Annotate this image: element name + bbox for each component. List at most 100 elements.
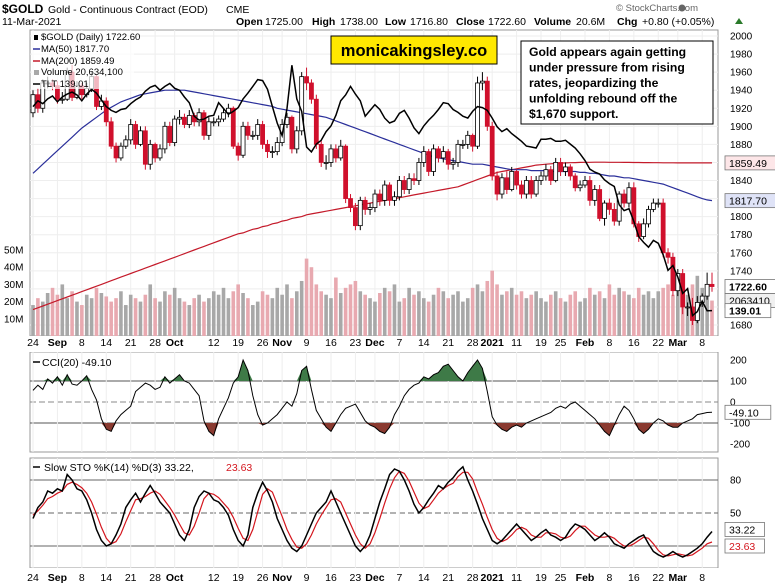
svg-text:Low: Low — [385, 16, 407, 28]
date-tick-label: 28 — [467, 337, 479, 349]
volume-bar — [368, 298, 372, 336]
volume-bar — [597, 291, 602, 336]
volume-bar — [148, 284, 153, 336]
volume-bar — [104, 296, 109, 336]
exchange: CME — [226, 4, 249, 16]
candle-body — [563, 166, 568, 172]
sto-tick-label: 80 — [730, 476, 742, 487]
date-tick-label: 25 — [555, 572, 567, 584]
candle-body — [602, 202, 607, 219]
candle-body — [343, 145, 349, 199]
candle-body — [514, 171, 520, 186]
candle-body — [123, 139, 129, 147]
date-tick-label: 7 — [396, 572, 402, 584]
candle-body — [567, 166, 573, 177]
candle-body — [186, 115, 192, 125]
candle-body — [631, 187, 637, 225]
candle-body — [494, 175, 500, 195]
sto-legend: Slow STO %K(14) %D(3) 33.22, 23.63 — [33, 462, 252, 474]
date-tick-label: 16 — [628, 572, 640, 584]
candle-body — [455, 143, 461, 163]
volume-bar — [524, 298, 529, 336]
date-tick-label: 21 — [125, 337, 137, 349]
volume-bar — [40, 301, 45, 336]
volume-bar — [133, 298, 138, 336]
volume-bar — [236, 284, 240, 336]
date-tick-label: 19 — [535, 337, 547, 349]
volume-bar — [588, 287, 592, 336]
cci-value-badge: -49.10 — [729, 407, 759, 419]
candle-body — [528, 180, 534, 195]
volume-bar — [50, 287, 55, 336]
volume-bar — [558, 298, 563, 336]
candle-body — [128, 124, 134, 141]
volume-bar — [80, 305, 84, 336]
date-tick-label: 12 — [208, 337, 220, 349]
watermark: monicakingsley.co — [341, 42, 487, 60]
date-tick-label: 14 — [418, 572, 430, 584]
volume-bar — [470, 287, 475, 336]
volume-bar — [324, 294, 328, 336]
candle-body — [157, 148, 163, 159]
copyright: © StockCharts.com — [616, 3, 698, 14]
date-tick-label: Feb — [576, 337, 595, 349]
volume-bar — [138, 301, 143, 336]
cci-tick-label: 0 — [730, 398, 736, 409]
date-tick-label: Mar — [668, 572, 687, 584]
candle-body — [519, 184, 524, 195]
candle-body — [377, 193, 383, 201]
candle-body — [499, 177, 505, 195]
candle-body — [162, 125, 168, 150]
candle-body — [626, 187, 632, 204]
candle-body — [553, 162, 559, 181]
candle-body — [440, 151, 446, 159]
volume-bar — [446, 298, 451, 336]
volume-bar — [221, 287, 226, 336]
volume-bar — [363, 294, 367, 336]
svg-text:Chg: Chg — [617, 16, 637, 28]
volume-bar — [304, 258, 309, 336]
candle-body — [587, 180, 593, 201]
close-value-badge: 1722.60 — [729, 282, 767, 294]
candle-body — [396, 180, 402, 198]
price-tick-label: 1900 — [730, 122, 753, 133]
candle-body — [509, 171, 515, 190]
volume-bar — [534, 291, 538, 336]
svg-text:1716.80: 1716.80 — [410, 16, 448, 28]
date-tick-label: 24 — [27, 337, 39, 349]
cci-fill — [418, 364, 463, 381]
candle-body — [142, 130, 148, 165]
price-tick-label: 1740 — [730, 266, 753, 277]
candle-body — [572, 175, 578, 189]
price-tick-label: 1800 — [730, 212, 753, 223]
volume-bar — [163, 291, 167, 336]
volume-bar — [231, 291, 236, 336]
volume-bar — [553, 291, 558, 336]
volume-bar — [514, 294, 519, 336]
volume-bar — [153, 298, 157, 336]
volume-bar — [568, 294, 573, 336]
watermark-box — [330, 35, 498, 65]
volume-bar — [211, 291, 216, 336]
date-tick-label: 2021 — [481, 337, 505, 349]
volume-bar — [382, 287, 387, 336]
candle-body — [138, 130, 143, 145]
ma50-value-badge-box — [724, 193, 775, 209]
volume-bar — [392, 284, 397, 336]
volume-bar — [661, 287, 665, 336]
volume-bar — [705, 294, 709, 336]
volume-bar — [500, 294, 504, 336]
volume-bar — [216, 294, 221, 336]
date-tick-label: 2021 — [481, 572, 505, 584]
svg-text:1738.00: 1738.00 — [340, 16, 378, 28]
date-tick-label: 14 — [418, 337, 430, 349]
candle-body — [484, 80, 490, 127]
volume-bar — [485, 280, 490, 336]
candle-body — [313, 98, 319, 145]
volume-bar — [397, 301, 402, 336]
candle-body — [323, 162, 329, 164]
candle-body — [548, 169, 554, 181]
quote-date: 11-Mar-2021 — [2, 16, 61, 28]
candle-body — [362, 199, 368, 210]
up-arrow-icon — [735, 18, 743, 24]
